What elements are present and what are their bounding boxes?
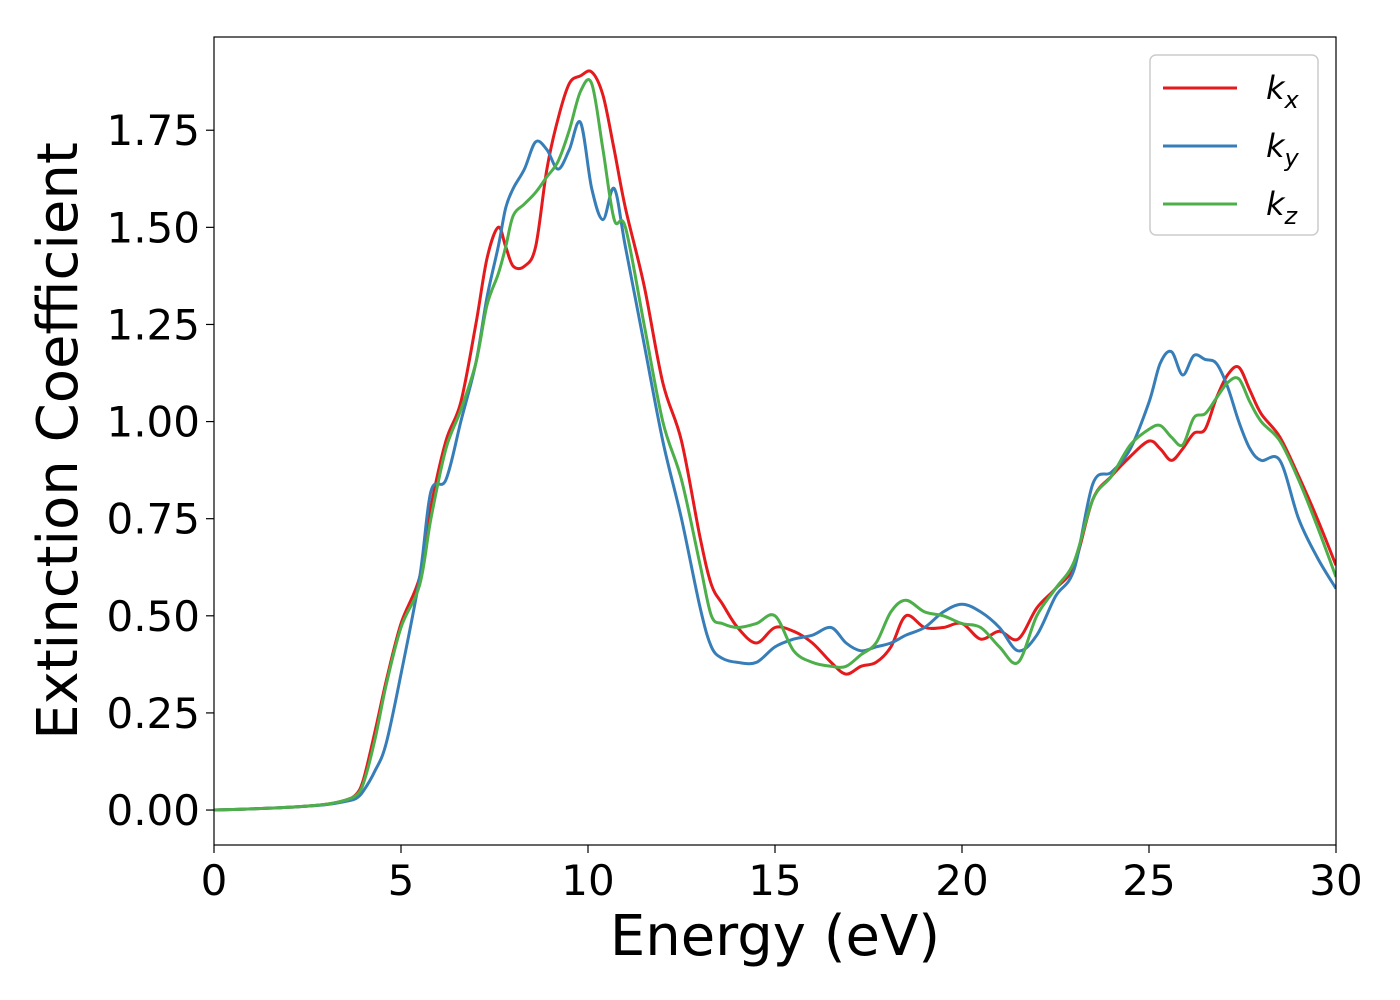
y-tick-label: 0.75: [106, 495, 200, 544]
legend-label-kx: kx: [1266, 69, 1300, 114]
x-tick-label: 0: [201, 856, 228, 905]
legend-label-ky: ky: [1266, 127, 1300, 172]
y-tick-label: 0.50: [106, 592, 200, 641]
y-tick-label: 1.00: [106, 398, 200, 447]
x-axis: 0 5 10 15 20 25 30: [201, 845, 1363, 905]
y-tick-label: 0.00: [106, 786, 200, 835]
y-axis-title: Extinction Coefficient: [26, 142, 91, 740]
plot-lines: [214, 69, 1336, 812]
legend: kx ky kz: [1149, 54, 1319, 236]
y-tick-label: 1.25: [106, 300, 200, 349]
y-tick-label: 1.75: [106, 106, 200, 155]
x-tick-label: 5: [388, 856, 415, 905]
x-tick-label: 30: [1309, 856, 1362, 905]
x-tick-label: 25: [1122, 856, 1175, 905]
legend-label-kz: kz: [1266, 185, 1299, 230]
x-tick-label: 15: [748, 856, 801, 905]
y-tick-label: 0.25: [106, 689, 200, 738]
series-line-kx: [214, 69, 1336, 812]
x-axis-title: Energy (eV): [610, 904, 940, 969]
y-axis: 0.00 0.25 0.50 0.75 1.00 1.25 1.50 1.75: [106, 106, 214, 835]
x-tick-label: 10: [561, 856, 614, 905]
x-tick-label: 20: [935, 856, 988, 905]
y-tick-label: 1.50: [106, 203, 200, 252]
series-line-kz: [214, 78, 1336, 812]
series-line-ky: [214, 119, 1336, 812]
